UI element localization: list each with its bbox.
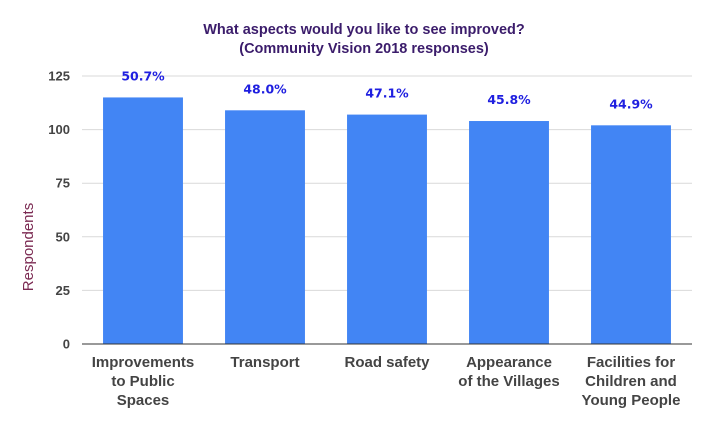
data-label: 47.1%	[365, 86, 409, 101]
y-tick-label: 125	[48, 69, 70, 84]
y-tick-label: 25	[56, 283, 70, 298]
y-tick-label: 50	[56, 229, 70, 244]
bar	[469, 121, 549, 344]
bar	[225, 110, 305, 344]
x-category-label: Appearance of the Villages	[458, 354, 559, 390]
x-category-label: Facilities for Children and Young People	[582, 354, 681, 409]
y-axis-ticks: 0 25 50 75 100 125	[48, 69, 70, 352]
bars	[103, 97, 671, 344]
x-axis-categories: Improvements to Public Spaces Transport Road…	[92, 354, 681, 409]
bar	[591, 125, 671, 344]
data-label: 44.9%	[609, 96, 653, 111]
data-label: 50.7%	[121, 68, 165, 83]
x-category-label: Improvements to Public Spaces	[92, 354, 195, 409]
x-category-label: Transport	[230, 354, 299, 371]
data-label: 48.0%	[243, 81, 287, 96]
y-tick-label: 100	[48, 122, 70, 137]
data-label: 45.8%	[487, 92, 531, 107]
x-category-label: Road safety	[344, 354, 430, 371]
y-tick-label: 75	[56, 176, 70, 191]
data-labels: 50.7% 48.0% 47.1% 45.8% 44.9%	[121, 68, 653, 111]
bar	[347, 114, 427, 344]
y-axis-label: Respondents	[20, 203, 37, 291]
chart-title: What aspects would you like to see impro…	[203, 22, 525, 38]
bar	[103, 97, 183, 344]
chart-subtitle: (Community Vision 2018 responses)	[239, 41, 489, 57]
y-tick-label: 0	[63, 337, 70, 352]
